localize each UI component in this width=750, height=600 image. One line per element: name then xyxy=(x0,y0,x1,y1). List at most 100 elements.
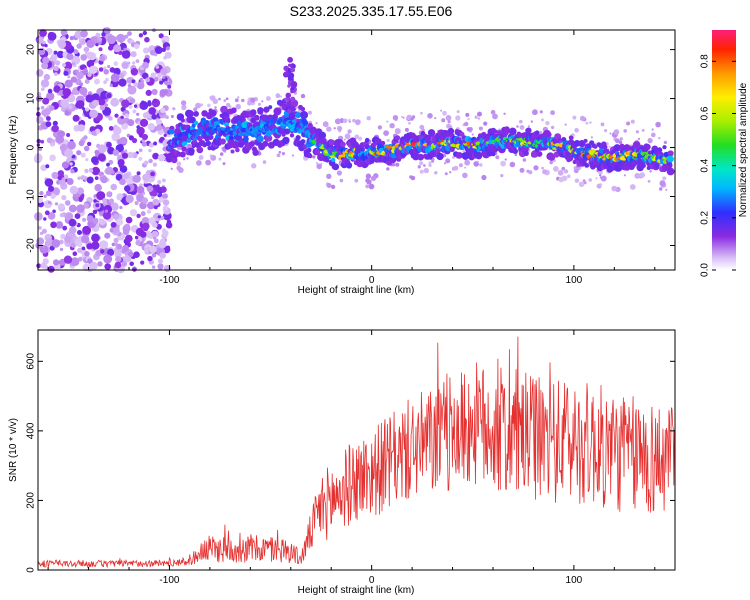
ridge-halo xyxy=(262,140,269,147)
ridge-halo xyxy=(583,138,588,143)
noise-speck xyxy=(107,248,115,256)
scatter-speck xyxy=(600,175,607,182)
scatter-speck xyxy=(365,184,370,189)
noise-speck xyxy=(47,212,56,220)
noise-speck xyxy=(107,64,111,69)
noise-speck xyxy=(66,52,74,61)
noise-speck xyxy=(125,194,134,204)
scatter-speck xyxy=(278,150,282,154)
scatter-speck xyxy=(355,120,361,126)
noise-speck xyxy=(92,217,99,225)
noise-speck xyxy=(124,223,131,230)
noise-speck xyxy=(138,156,143,161)
noise-speck xyxy=(102,198,108,204)
scatter-speck xyxy=(582,179,586,183)
ridge-body xyxy=(331,157,336,163)
noise-speck xyxy=(67,75,71,79)
scatter-speck xyxy=(370,175,377,181)
noise-speck xyxy=(128,251,134,257)
noise-speck xyxy=(135,240,141,246)
ridge-halo xyxy=(359,146,365,153)
noise-speck xyxy=(91,130,97,136)
noise-speck xyxy=(103,254,113,264)
scatter-speck xyxy=(539,130,543,134)
scatter-speck xyxy=(641,129,645,132)
noise-speck xyxy=(78,197,83,202)
noise-speck xyxy=(151,221,158,228)
noise-speck xyxy=(94,149,100,155)
noise-speck xyxy=(66,133,71,137)
noise-speck xyxy=(162,75,166,79)
ridge-halo xyxy=(536,151,543,157)
ridge-halo xyxy=(380,140,386,146)
noise-speck xyxy=(127,119,135,127)
ridge-halo xyxy=(193,111,200,117)
noise-speck xyxy=(155,154,159,158)
scatter-speck xyxy=(563,169,569,174)
noise-speck xyxy=(109,228,114,233)
noise-speck xyxy=(54,202,59,206)
noise-speck xyxy=(127,31,132,36)
noise-speck xyxy=(58,203,65,211)
scatter-speck xyxy=(326,126,332,132)
noise-speck xyxy=(133,43,140,50)
noise-speck xyxy=(143,160,149,166)
noise-speck xyxy=(103,69,109,75)
scatter-speck xyxy=(464,166,467,169)
noise-speck xyxy=(57,170,65,177)
scatter-speck xyxy=(585,121,589,125)
noise-speck xyxy=(44,210,50,216)
noise-speck xyxy=(67,94,76,103)
scatter-speck xyxy=(471,133,474,136)
noise-speck xyxy=(64,200,71,206)
scatter-speck xyxy=(176,165,182,171)
scatter-speck xyxy=(452,155,455,159)
noise-speck xyxy=(157,263,164,270)
colorbar-label: Normalized spectral amplitude xyxy=(738,82,749,217)
noise-speck xyxy=(57,130,65,138)
ridge-halo xyxy=(220,105,228,114)
scatter-speck xyxy=(389,123,395,129)
noise-speck xyxy=(127,84,132,88)
noise-speck xyxy=(52,209,56,214)
noise-speck xyxy=(40,79,50,88)
noise-speck xyxy=(59,143,68,152)
scatter-speck xyxy=(623,174,627,177)
noise-speck xyxy=(104,263,111,270)
ridge-halo xyxy=(219,138,226,145)
scatter-speck xyxy=(665,188,668,191)
scatter-speck xyxy=(331,184,336,189)
noise-speck xyxy=(99,240,109,250)
scatter-speck xyxy=(207,103,211,108)
spectrogram-y-tick-label: 0 xyxy=(26,144,37,150)
noise-speck xyxy=(130,68,139,76)
noise-speck xyxy=(124,149,128,153)
scatter-speck xyxy=(348,118,351,122)
noise-speck xyxy=(122,111,126,116)
noise-speck xyxy=(53,85,61,93)
snr-y-tick-label: 600 xyxy=(26,353,37,370)
noise-speck xyxy=(71,154,76,159)
noise-speck xyxy=(98,67,104,72)
noise-speck xyxy=(112,149,120,156)
ridge-halo xyxy=(475,152,483,160)
scatter-speck xyxy=(234,98,239,103)
scatter-speck xyxy=(651,133,656,137)
ridge-halo xyxy=(641,163,646,168)
scatter-speck xyxy=(467,117,470,121)
noise-speck xyxy=(86,243,93,250)
noise-speck xyxy=(158,33,164,39)
noise-speck xyxy=(85,107,90,112)
scatter-speck xyxy=(419,124,425,130)
noise-speck xyxy=(76,204,85,213)
noise-speck xyxy=(139,118,149,127)
noise-speck xyxy=(81,235,90,244)
noise-speck xyxy=(47,88,53,94)
noise-speck xyxy=(157,179,162,185)
noise-speck xyxy=(77,176,81,180)
scatter-speck xyxy=(453,165,459,171)
noise-speck xyxy=(138,33,144,38)
ridge-halo xyxy=(548,153,556,161)
noise-speck xyxy=(136,213,141,219)
noise-speck xyxy=(138,148,143,153)
